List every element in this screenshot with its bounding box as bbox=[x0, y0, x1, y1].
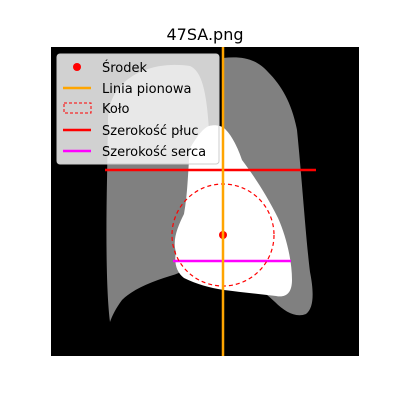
legend-entry-vertical-line: Linia pionowa bbox=[63, 82, 191, 97]
legend-entry-circle: Koło bbox=[63, 102, 130, 117]
heart-region bbox=[174, 125, 292, 297]
figure-title: 47SA.png bbox=[166, 25, 243, 44]
legend-label-lung-width: Szerokość płuc bbox=[102, 124, 199, 139]
legend-entry-heart-width: Szerokość serca bbox=[63, 145, 206, 160]
legend-label-center: Środek bbox=[102, 60, 148, 76]
legend: Środek Linia pionowa Koło Szerokość płuc… bbox=[56, 53, 220, 165]
legend-box bbox=[56, 53, 220, 165]
legend-label-circle: Koło bbox=[102, 102, 130, 117]
legend-circle-marker bbox=[63, 102, 92, 114]
legend-center-marker bbox=[73, 63, 81, 71]
legend-entry-center: Środek bbox=[73, 60, 148, 76]
legend-label-vertical-line: Linia pionowa bbox=[102, 82, 191, 97]
legend-entry-lung-width: Szerokość płuc bbox=[63, 124, 199, 139]
legend-label-heart-width: Szerokość serca bbox=[102, 145, 206, 160]
